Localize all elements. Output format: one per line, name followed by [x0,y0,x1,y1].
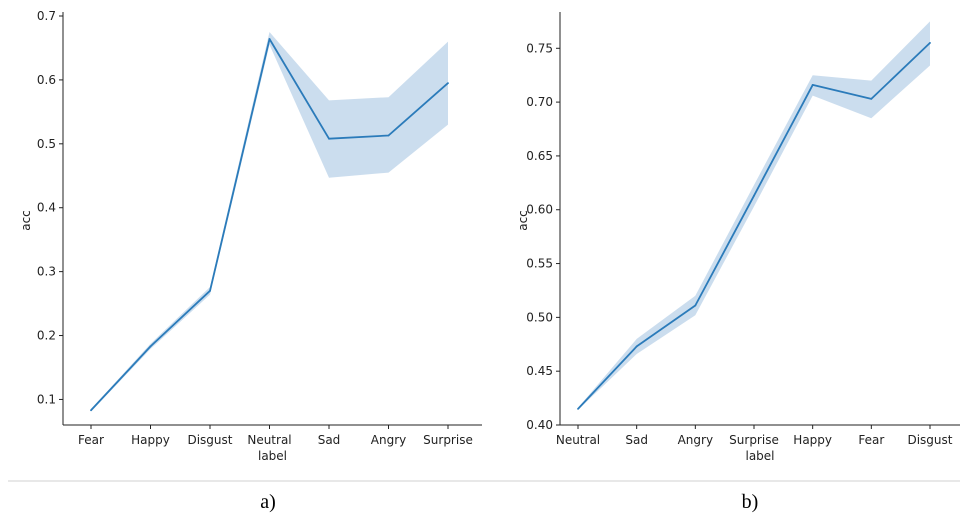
data-point [577,407,579,410]
data-point [447,82,449,85]
y-tick-label: 0.70 [526,95,553,109]
data-point [694,304,697,307]
y-tick-label: 0.2 [37,329,56,343]
data-point [811,83,814,86]
panel-a: 0.1 0.2 0.3 0.4 0.5 0.6 0.7 Fear Happy Disgust Neu… [19,9,482,513]
x-tick-label: Neutral [247,433,291,447]
y-tick-label: 0.3 [37,265,56,279]
data-point [929,42,931,44]
y-tick-label: 0.40 [526,418,553,432]
x-tick-label: Surprise [423,433,473,447]
panel-a-caption: a) [260,491,276,513]
data-point [90,409,92,412]
x-tick-label: Angry [678,433,713,447]
y-tick-label: 0.50 [526,310,553,324]
panel-a-axes [62,12,482,426]
x-tick-label: Surprise [729,433,779,447]
panel-a-ticks: 0.1 0.2 0.3 0.4 0.5 0.6 0.7 Fear Happy Disgust Neu… [37,9,473,447]
x-tick-label: Disgust [907,433,952,447]
x-tick-label: Fear [858,433,884,447]
y-tick-label: 0.6 [37,73,56,87]
panel-b-axes [559,12,960,426]
panel-b-ticks: 0.40 0.45 0.50 0.55 0.60 0.65 0.70 0.75 Neutral S… [526,41,953,447]
data-point [209,289,211,292]
y-tick-label: 0.75 [526,41,553,55]
y-tick-label: 0.4 [37,201,56,215]
x-tick-label: Neutral [556,433,600,447]
x-tick-label: Sad [625,433,648,447]
x-tick-label: Angry [371,433,406,447]
y-tick-label: 0.55 [526,257,553,271]
panel-b-x-axis-label: label [745,449,774,463]
x-tick-label: Happy [131,433,170,447]
x-tick-label: Disgust [187,433,232,447]
data-point [635,345,638,348]
y-tick-label: 0.5 [37,137,56,151]
data-point [149,345,152,348]
confidence-band [91,32,448,412]
y-tick-label: 0.60 [526,203,553,217]
panel-b: 0.40 0.45 0.50 0.55 0.60 0.65 0.70 0.75 Neutral S… [516,12,960,513]
y-tick-label: 0.7 [37,9,56,23]
y-tick-label: 0.1 [37,392,56,406]
y-tick-label: 0.65 [526,149,553,163]
x-tick-label: Sad [318,433,341,447]
panel-a-y-axis-label: acc [19,210,33,231]
panel-b-y-axis-label: acc [516,210,530,231]
panel-b-caption: b) [742,491,759,513]
data-point [268,38,271,40]
panel-a-series [90,38,449,412]
panel-a-x-axis-label: label [258,449,287,463]
panel-b-series [577,42,931,410]
y-tick-label: 0.45 [526,364,553,378]
panel-a-confidence-band [91,32,448,412]
data-point [387,134,390,137]
data-point [870,97,873,100]
x-tick-label: Happy [793,433,832,447]
data-point [328,137,330,140]
x-tick-label: Fear [78,433,104,447]
data-point [753,194,755,197]
